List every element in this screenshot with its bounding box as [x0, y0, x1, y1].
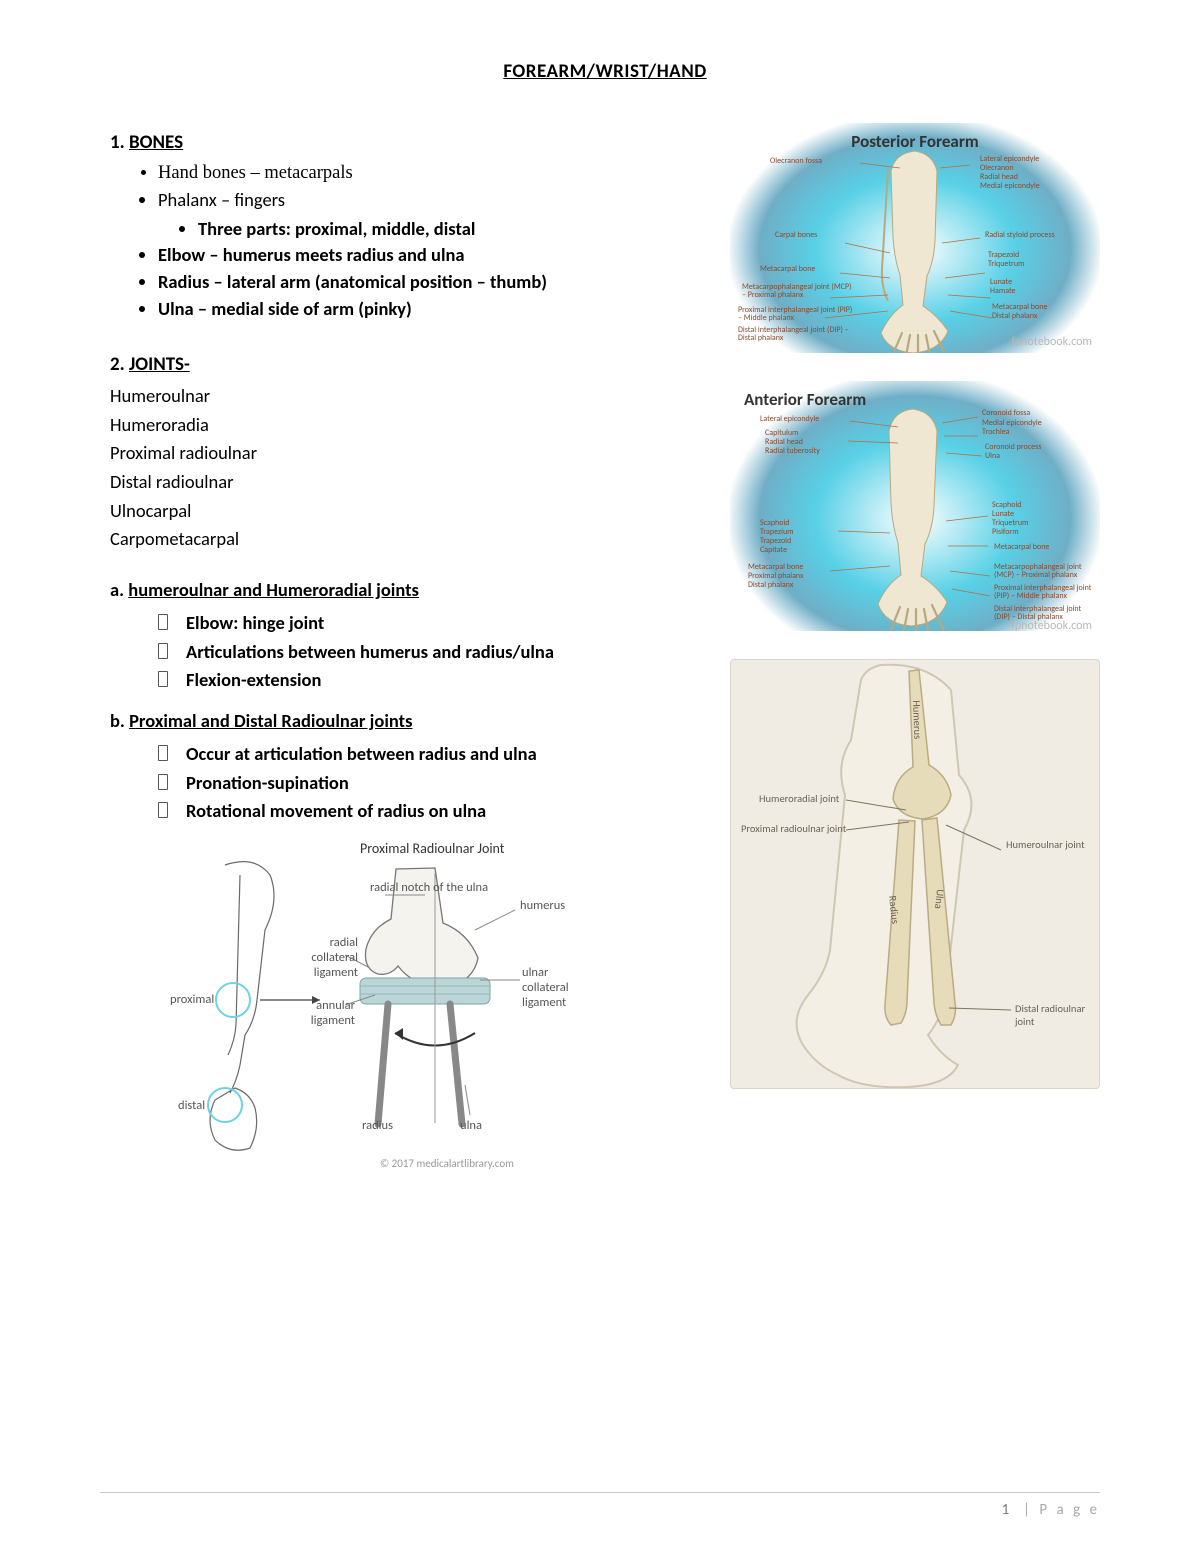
list-item: Proximal radioulnar: [110, 439, 705, 468]
page-number-value: 1: [1002, 1501, 1011, 1519]
diagram-label: ulnar collateral ligament: [522, 965, 582, 1010]
section-1-title: BONES: [129, 131, 183, 154]
joints-list: Humeroulnar Humeroradia Proximal radioul…: [110, 382, 705, 554]
section-2-heading: 2. JOINTS-: [110, 353, 705, 376]
figure-elbow-joints: Humerus Humeroradial joint Proximal radi…: [730, 659, 1100, 1089]
list-item: Ulnocarpal: [110, 497, 705, 526]
list-subitem: Three parts: proximal, middle, distal: [198, 216, 705, 243]
anatomy-label: Lateral epicondyle: [760, 415, 819, 423]
figure-credit: fpnotebook.com: [1011, 335, 1092, 349]
list-item: Humeroulnar: [110, 382, 705, 411]
anatomy-label: Humeroulnar joint: [1006, 838, 1086, 851]
list-item: Hand bones – metacarpals: [158, 160, 705, 187]
anatomy-label: Humerus: [910, 700, 924, 739]
list-item: Phalanx – fingers Three parts: proximal,…: [158, 187, 705, 243]
figure-title: Posterior Forearm: [730, 131, 1100, 152]
anatomy-label: Radial tuberosity: [765, 447, 820, 455]
section-2-title: JOINTS-: [129, 353, 190, 376]
diagram-label: ulna: [460, 1118, 482, 1133]
figure-radioulnar-diagram: Proximal Radioulnar Joint: [170, 840, 600, 1170]
bones-list: Hand bones – metacarpals Phalanx – finge…: [110, 160, 705, 323]
list-item-text: Phalanx – fingers: [158, 188, 285, 211]
document-page: FOREARM/WRIST/HAND 1. BONES Hand bones –…: [0, 0, 1200, 1553]
list-item: Radius – lateral arm (anatomical positio…: [158, 269, 705, 296]
list-item: Distal radioulnar: [110, 468, 705, 497]
anatomy-label: Metacarpophalangeal joint (MCP) – Proxim…: [742, 283, 852, 300]
anatomy-label: Ulna: [985, 452, 1000, 460]
anatomy-label: Metacarpal bone: [994, 543, 1049, 551]
figure-title: Proximal Radioulnar Joint: [360, 840, 504, 857]
anatomy-label: Distal interphalangeal joint (DIP) – Dis…: [738, 326, 853, 343]
anatomy-label: Triquetrum: [988, 260, 1024, 268]
page-number-label: P a g e: [1039, 1501, 1100, 1519]
section-2-num: 2.: [110, 353, 125, 376]
anatomy-label: Metacarpal bone: [760, 265, 815, 273]
anatomy-label: Radius: [886, 895, 902, 924]
sub-b-list: Occur at articulation between radius and…: [110, 740, 705, 826]
list-item: Rotational movement of radius on ulna: [158, 797, 705, 826]
diagram-label: radial collateral ligament: [298, 935, 358, 980]
anatomy-label: Carpal bones: [775, 231, 817, 239]
anatomy-label: Humeroradial joint: [759, 792, 839, 805]
figure-title: Anterior Forearm: [744, 389, 1100, 410]
sub-a-prefix: a.: [110, 578, 124, 601]
figure-anterior-forearm: Anterior Forearm Lateral epicondyle Coro…: [730, 381, 1100, 631]
anatomy-label: Capitate: [760, 546, 787, 554]
anatomy-label: Hamate: [990, 287, 1016, 295]
anatomy-label: Pisiform: [992, 528, 1019, 536]
diagram-label: proximal: [170, 992, 214, 1007]
diagram-label: radius: [362, 1118, 393, 1133]
list-item: Elbow: hinge joint: [158, 609, 705, 638]
sub-b-title: Proximal and Distal Radioulnar joints: [129, 709, 412, 732]
anatomy-label: Olecranon fossa: [770, 157, 822, 165]
sub-b-prefix: b.: [110, 709, 125, 732]
list-item: Articulations between humerus and radius…: [158, 638, 705, 667]
sub-a-list: Elbow: hinge joint Articulations between…: [110, 609, 705, 695]
diagram-label: radial notch of the ulna: [370, 880, 488, 895]
page-title: FOREARM/WRIST/HAND: [110, 60, 1100, 83]
diagram-label: distal: [178, 1098, 205, 1113]
anatomy-label: Radial styloid process: [985, 231, 1055, 239]
anatomy-label: Trochlea: [982, 428, 1010, 436]
footer-rule: [100, 1492, 1100, 1493]
list-item: Carpometacarpal: [110, 525, 705, 554]
anatomy-label: Medial epicondyle: [980, 182, 1040, 190]
subsection-a-heading: a. humeroulnar and Humeroradial joints: [110, 578, 705, 601]
figure-credit: © 2017 medicalartlibrary.com: [380, 1157, 514, 1170]
diagram-label: humerus: [520, 898, 565, 913]
figure-posterior-forearm: Posterior Forearm Olecranon fossa Latera…: [730, 123, 1100, 353]
anatomy-label: Coronoid fossa: [982, 409, 1030, 417]
subsection-b-heading: b. Proximal and Distal Radioulnar joints: [110, 709, 705, 732]
section-1-heading: 1. BONES: [110, 131, 705, 154]
list-item: Elbow – humerus meets radius and ulna: [158, 242, 705, 269]
left-column: 1. BONES Hand bones – metacarpals Phalan…: [110, 123, 705, 1170]
anatomy-label: Distal radioulnar joint: [1015, 1002, 1095, 1028]
anatomy-label: Proximal interphalangeal joint (PIP) – M…: [994, 584, 1094, 601]
diagram-label: annular ligament: [270, 998, 355, 1028]
list-item: Pronation-supination: [158, 769, 705, 798]
content-columns: 1. BONES Hand bones – metacarpals Phalan…: [110, 123, 1100, 1170]
anatomy-label: Distal phalanx: [992, 312, 1037, 320]
section-1-num: 1.: [110, 131, 125, 154]
anatomy-label: Metacarpophalangeal joint (MCP) – Proxim…: [994, 563, 1094, 580]
list-item: Humeroradia: [110, 411, 705, 440]
list-item: Flexion-extension: [158, 666, 705, 695]
sub-a-title: humeroulnar and Humeroradial joints: [128, 578, 419, 601]
anatomy-label: Distal phalanx: [748, 581, 793, 589]
anatomy-label: Proximal interphalangeal joint (PIP) – M…: [738, 306, 853, 323]
figure-credit: fpnotebook.com: [1011, 619, 1092, 631]
list-item: Ulna – medial side of arm (pinky): [158, 296, 705, 323]
anatomy-label: Proximal radioulnar joint: [741, 822, 846, 835]
anatomy-label: Ulna: [932, 889, 947, 910]
list-item: Occur at articulation between radius and…: [158, 740, 705, 769]
right-column: Posterior Forearm Olecranon fossa Latera…: [730, 123, 1100, 1170]
page-number: 1 | P a g e: [1002, 1501, 1100, 1519]
